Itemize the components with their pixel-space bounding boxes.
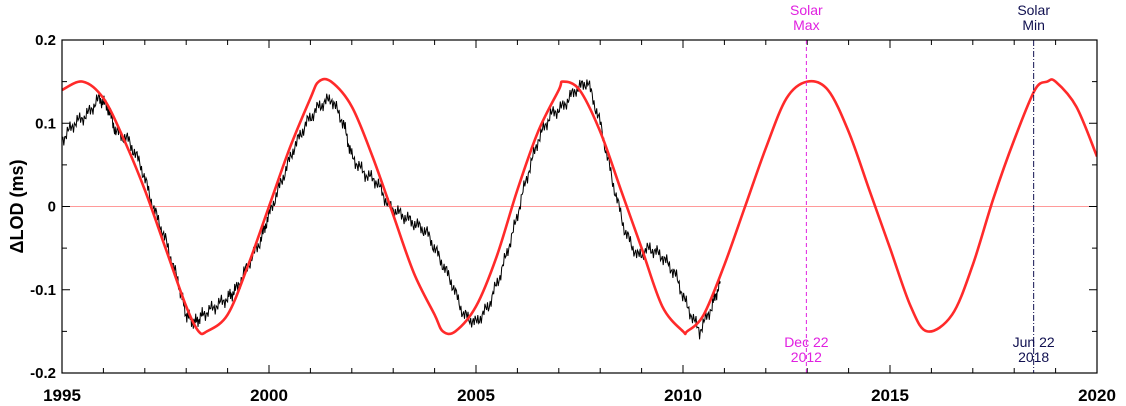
plot-frame bbox=[61, 39, 1098, 374]
x-tick-label: 2020 bbox=[1078, 386, 1116, 405]
marker-bottom-label: Dec 22 bbox=[784, 334, 829, 350]
x-tick-label: 2005 bbox=[457, 386, 495, 405]
marker-top-label: Max bbox=[793, 17, 819, 33]
marker-top-label: Min bbox=[1022, 17, 1045, 33]
y-tick-label: 0.2 bbox=[35, 32, 56, 49]
x-tick-label: 2000 bbox=[250, 386, 288, 405]
y-tick-label: -0.2 bbox=[30, 365, 56, 382]
y-tick-label: 0.1 bbox=[35, 115, 56, 132]
marker-top-label: Solar bbox=[1017, 2, 1050, 18]
x-tick-label: 1995 bbox=[43, 386, 81, 405]
marker-bottom-label: 2018 bbox=[1018, 349, 1049, 365]
x-tick-label: 2010 bbox=[664, 386, 702, 405]
y-tick-label: 0 bbox=[48, 199, 56, 216]
marker-top-label: Solar bbox=[790, 2, 823, 18]
model-series-line bbox=[62, 77, 1097, 336]
x-tick-label: 2015 bbox=[871, 386, 909, 405]
marker-bottom-label: 2012 bbox=[791, 349, 822, 365]
marker-bottom-label: Jun 22 bbox=[1013, 334, 1055, 350]
y-axis-label: ΔLOD (ms) bbox=[7, 160, 27, 254]
y-tick-label: -0.1 bbox=[30, 282, 56, 299]
